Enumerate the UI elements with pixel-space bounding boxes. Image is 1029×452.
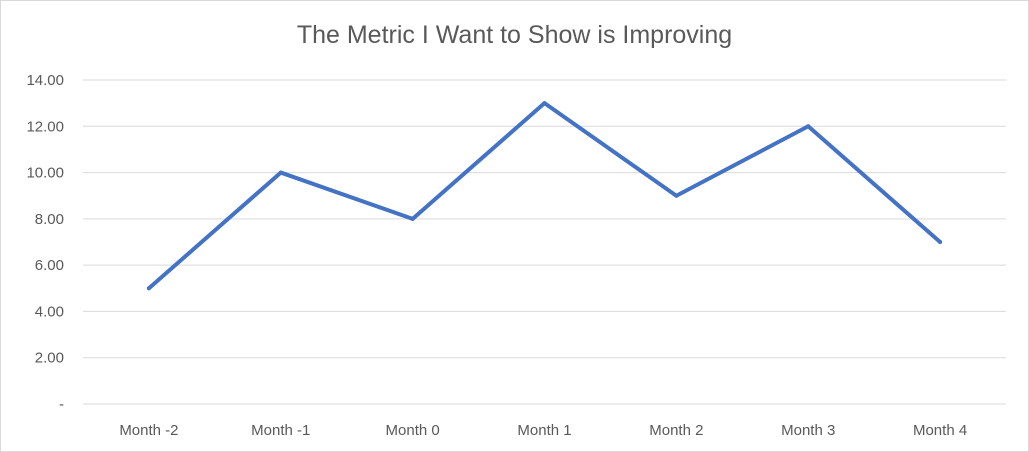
data-point (146, 286, 151, 291)
data-point (410, 216, 415, 221)
y-tick-label: 14.00 (26, 72, 64, 89)
x-tick-label: Month -2 (119, 422, 178, 439)
series-group (146, 101, 943, 291)
data-point (938, 240, 943, 244)
gridlines (83, 79, 1006, 405)
data-point (542, 101, 547, 106)
y-tick-label: 10.00 (26, 165, 64, 182)
x-tick-label: Month 1 (517, 422, 571, 439)
chart-title: The Metric I Want to Show is Improving (296, 21, 733, 49)
x-tick-label: Month 4 (913, 422, 967, 439)
series-line (146, 101, 943, 291)
y-axis-ticks: - 2.00 4.00 6.00 8.00 10.00 12.00 14.00 (26, 72, 64, 413)
y-tick-label: - (59, 396, 64, 413)
y-tick-label: 12.00 (26, 118, 64, 135)
x-tick-label: Month -1 (251, 422, 310, 439)
data-point (674, 193, 679, 198)
data-point (806, 124, 811, 129)
x-tick-label: Month 2 (649, 422, 703, 439)
x-tick-label: Month 0 (386, 422, 440, 439)
data-point (278, 170, 283, 175)
y-tick-label: 4.00 (35, 303, 64, 320)
x-axis-ticks: Month -2 Month -1 Month 0 Month 1 Month 2 Mon… (119, 422, 967, 439)
y-tick-label: 6.00 (35, 257, 64, 274)
x-tick-label: Month 3 (781, 422, 835, 439)
y-tick-label: 8.00 (35, 211, 64, 228)
y-tick-label: 2.00 (35, 350, 64, 367)
